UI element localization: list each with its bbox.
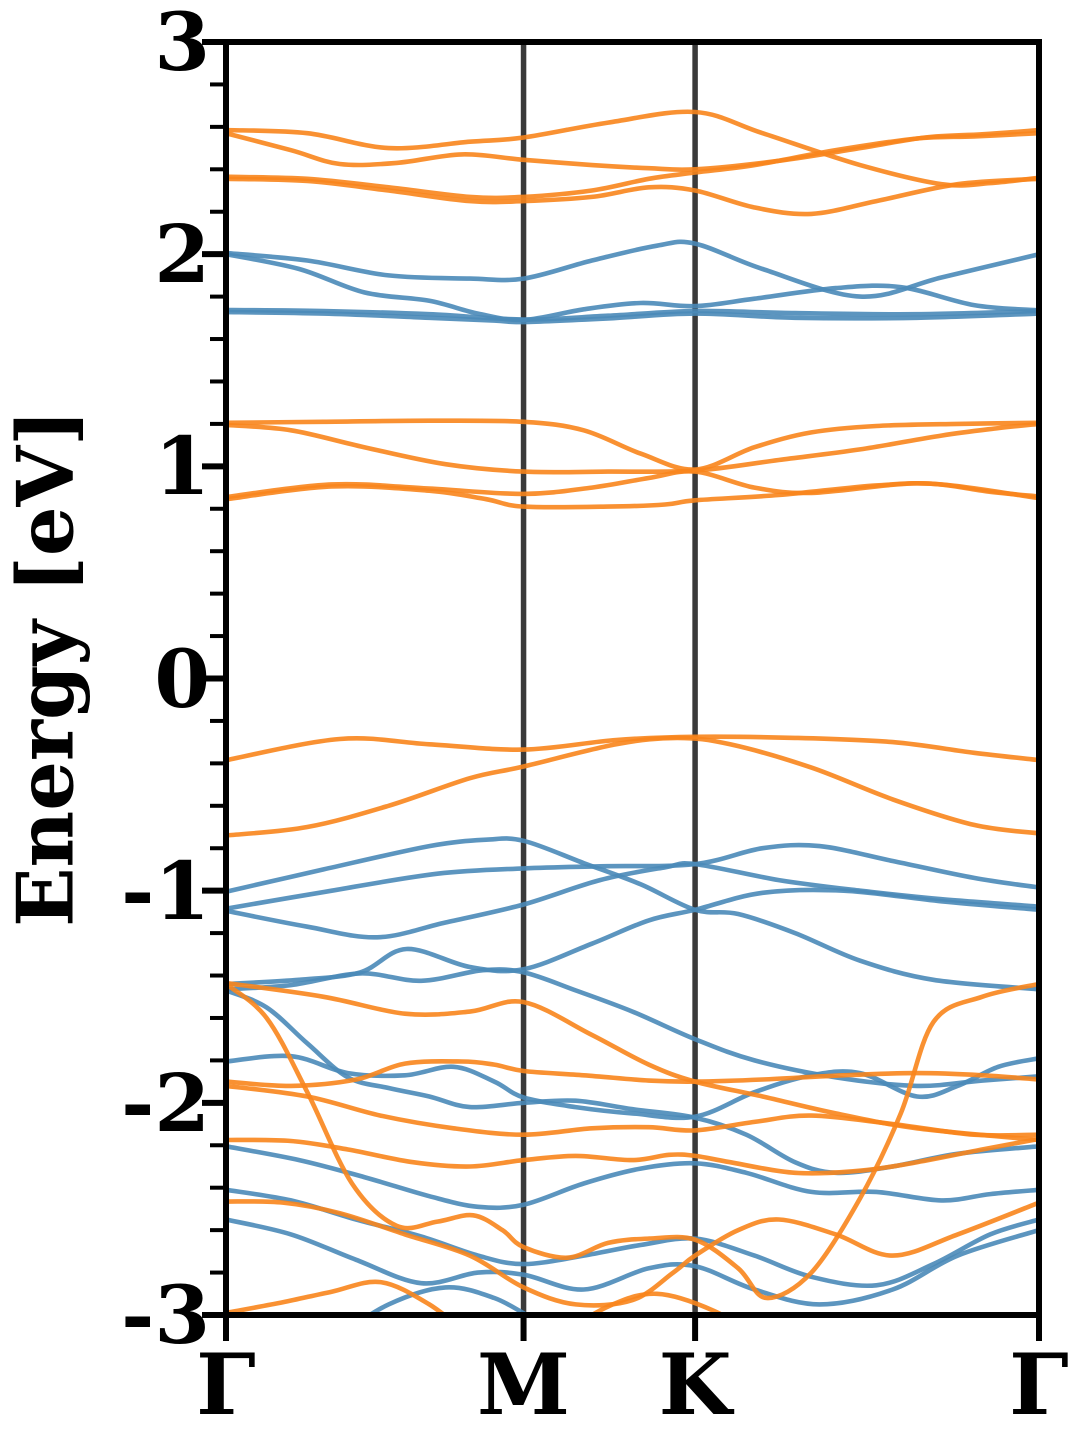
band-orange-cond-2 — [226, 127, 1039, 173]
band-orange-cond-3 — [226, 130, 1039, 201]
y-tick-label: -1 — [121, 843, 210, 938]
band-orange-deep-6 — [226, 1199, 1039, 1308]
x-tick-label: Γ — [196, 1335, 256, 1434]
band-lines — [226, 42, 1039, 1315]
y-tick-label: 0 — [154, 631, 210, 726]
band-orange-deep-5 — [226, 1136, 1039, 1176]
band-orange-cond-1 — [226, 109, 1039, 188]
band-blue-deep-3 — [226, 1144, 1039, 1211]
x-tick-label: Γ — [1009, 1335, 1069, 1434]
band-orange-deep-7 — [226, 1279, 449, 1315]
band-orange-deep-3 — [226, 1058, 1039, 1089]
band-orange-mid-2 — [226, 421, 1039, 475]
y-tick-label: 1 — [154, 419, 210, 514]
band-blue-cond-3 — [226, 307, 1039, 322]
y-tick-label: 2 — [154, 207, 210, 302]
y-tick-label: -3 — [121, 1268, 210, 1362]
y-tick-label: -2 — [121, 1055, 210, 1150]
y-tick-label: 3 — [154, 0, 210, 89]
band-blue-cond-4 — [226, 309, 1039, 325]
x-tick-label: K — [658, 1335, 732, 1434]
band-orange-deep-2 — [226, 981, 1039, 1301]
band-orange-cond-4 — [226, 176, 1039, 217]
band-orange-deep-4 — [226, 1083, 1039, 1138]
band-blue-val-1 — [226, 836, 1039, 992]
band-blue-deep-5 — [226, 1217, 1039, 1307]
x-tick-label: M — [477, 1335, 571, 1434]
axes-box — [223, 39, 1042, 1318]
band-blue-deep-6 — [365, 1285, 532, 1315]
band-orange-mid-1 — [226, 418, 1039, 472]
band-orange-val-2 — [226, 735, 1039, 838]
band-blue-cond-2 — [226, 251, 1039, 323]
band-blue-deep-1 — [226, 1053, 1039, 1121]
x-ticks — [223, 1318, 1042, 1341]
band-orange-mid-4 — [226, 481, 1039, 510]
y-ticks — [202, 39, 223, 1318]
band-blue-cond-1 — [226, 239, 1039, 299]
band-orange-deep-8 — [587, 1291, 728, 1315]
